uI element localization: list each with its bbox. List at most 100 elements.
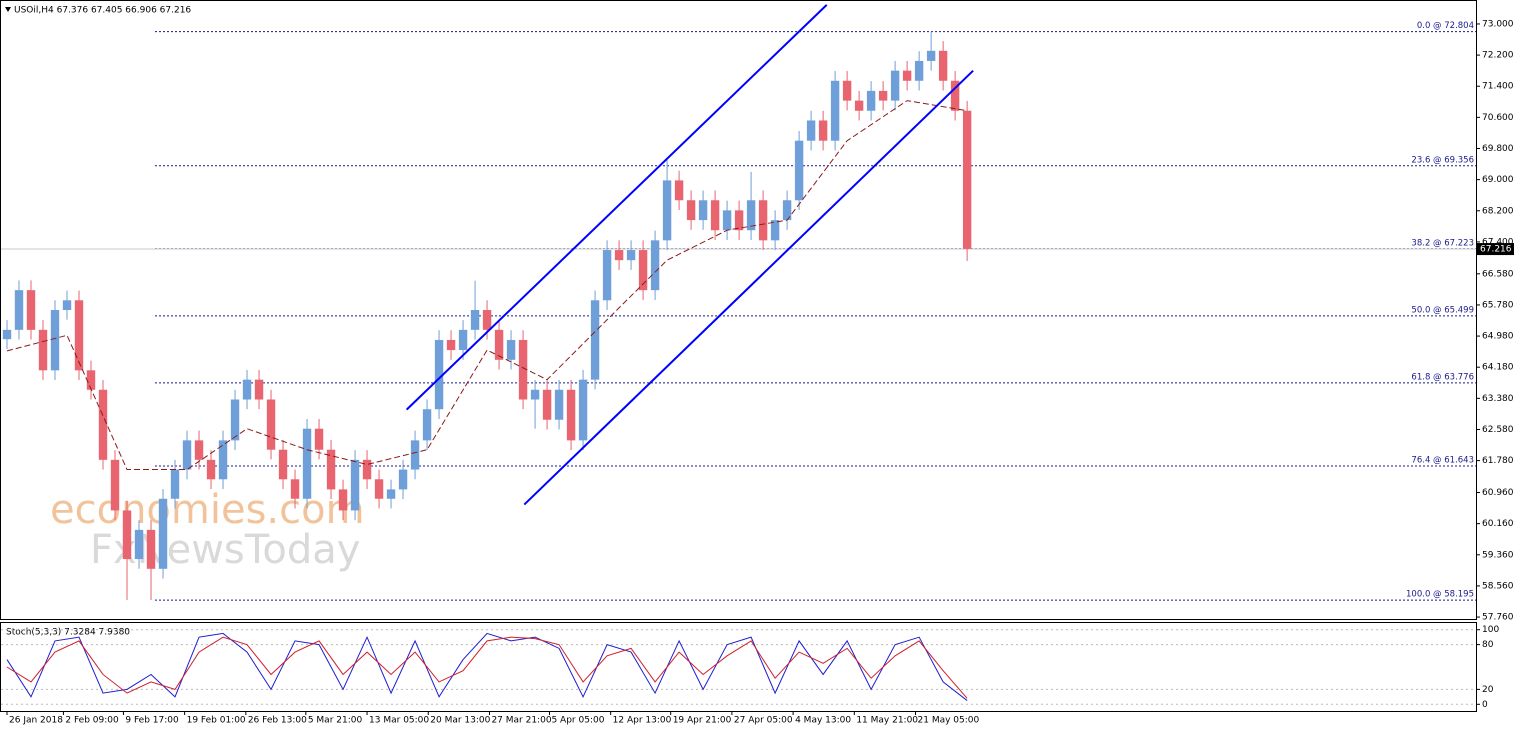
y-tick-label: 64.980: [1482, 332, 1514, 342]
fib-label: 100.0 @ 58.195: [1406, 590, 1474, 600]
candle-body: [662, 180, 672, 241]
candle-body: [530, 389, 540, 400]
y-tick-label: 61.780: [1482, 456, 1514, 466]
candle-body: [50, 310, 60, 371]
candle-body: [86, 370, 96, 390]
price-marker: [1477, 243, 1514, 256]
candle-body: [938, 50, 948, 81]
candle-body: [518, 339, 528, 400]
y-tick-label: 69.800: [1482, 144, 1514, 154]
candle-body: [374, 479, 384, 499]
y-tick-label: 60.960: [1482, 488, 1514, 498]
y-tick-label: 0: [1482, 700, 1488, 710]
candle-body: [218, 440, 228, 480]
candle-body: [26, 290, 36, 330]
candle-body: [818, 120, 828, 141]
y-tick-label: 65.780: [1482, 300, 1514, 310]
candle-body: [566, 389, 576, 441]
candle-body: [182, 440, 192, 470]
trendline: [405, 4, 828, 411]
candle-body: [614, 250, 624, 261]
candle-body: [458, 329, 468, 351]
candle-body: [878, 90, 888, 101]
candle-body: [698, 200, 708, 221]
x-tick-label: 26 Feb 13:00: [248, 716, 307, 726]
candle-body: [422, 409, 432, 441]
main-frame: [0, 0, 1477, 620]
x-tick-label: 19 Apr 21:00: [673, 716, 732, 726]
chart-title: USOil,H4 67.376 67.405 66.906 67.216: [14, 6, 191, 16]
candle-body: [902, 70, 912, 81]
fib-label: 76.4 @ 61.643: [1411, 455, 1474, 465]
x-tick-label: 13 Mar 05:00: [369, 716, 429, 726]
fib-label: 50.0 @ 65.499: [1411, 305, 1474, 315]
candle-body: [170, 469, 180, 499]
candle-body: [722, 210, 732, 231]
x-tick-label: 11 May 21:00: [856, 716, 918, 726]
candle-body: [854, 100, 864, 111]
x-tick-label: 21 May 05:00: [918, 716, 980, 726]
candle-body: [38, 329, 48, 371]
stoch-frame: [0, 622, 1477, 712]
candle-body: [230, 399, 240, 441]
candle-body: [578, 379, 588, 441]
y-tick-label: 66.580: [1482, 269, 1514, 279]
candle-body: [554, 389, 564, 420]
candle-body: [686, 200, 696, 221]
y-tick-label: 100: [1482, 625, 1499, 635]
x-tick-label: 26 Jan 2018: [9, 716, 63, 726]
candle-body: [350, 459, 360, 511]
candle-body: [914, 60, 924, 81]
moving-average: [6, 100, 968, 471]
candle-body: [290, 479, 300, 499]
candle-body: [266, 399, 276, 450]
candle-body: [590, 300, 600, 380]
menu-triangle: [5, 7, 11, 12]
x-tick-label: 12 Apr 13:00: [613, 716, 672, 726]
y-tick-label: 57.760: [1482, 613, 1514, 623]
candle-body: [326, 449, 336, 490]
x-tick-label: 27 Mar 21:00: [491, 716, 551, 726]
candle-body: [206, 459, 216, 480]
x-tick-label: 27 Apr 05:00: [734, 716, 793, 726]
trendline: [523, 69, 974, 506]
candle-body: [602, 250, 612, 301]
candle-body: [386, 489, 396, 499]
y-tick-label: 69.000: [1482, 175, 1514, 185]
candle-body: [434, 339, 444, 410]
x-tick-label: 9 Feb 17:00: [125, 716, 179, 726]
candle-body: [710, 200, 720, 231]
candle-body: [806, 120, 816, 141]
y-tick-label: 80: [1482, 640, 1494, 650]
watermark: economies.com: [50, 487, 365, 533]
candle-body: [782, 200, 792, 221]
y-tick-label: 71.400: [1482, 82, 1514, 92]
x-tick-label: 19 Feb 01:00: [187, 716, 246, 726]
candle-body: [890, 70, 900, 101]
candle-body: [194, 440, 204, 460]
candle-body: [14, 290, 24, 330]
y-tick-label: 20: [1482, 685, 1494, 695]
candle-body: [62, 300, 72, 310]
stoch-line: [6, 636, 968, 699]
candle-body: [410, 440, 420, 470]
fib-label: 38.2 @ 67.223: [1411, 238, 1474, 248]
candle-body: [626, 250, 636, 261]
candle-body: [842, 80, 852, 101]
candle-body: [302, 428, 312, 499]
x-tick-label: 20 Mar 13:00: [430, 716, 490, 726]
candle-body: [242, 379, 252, 400]
candle-body: [866, 90, 876, 111]
y-tick-label: 67.400: [1482, 237, 1514, 247]
stoch-title: Stoch(5,3,3) 7.3284 7.9380: [6, 628, 130, 638]
candle-body: [650, 240, 660, 291]
candle-body: [494, 329, 504, 360]
fib-label: 23.6 @ 69.356: [1411, 155, 1474, 165]
fib-label: 61.8 @ 63.776: [1411, 372, 1474, 382]
fib-label: 0.0 @ 72.804: [1417, 21, 1474, 31]
candle-body: [314, 428, 324, 450]
candle-body: [2, 329, 12, 340]
y-tick-label: 68.200: [1482, 206, 1514, 216]
candle-body: [962, 110, 972, 249]
